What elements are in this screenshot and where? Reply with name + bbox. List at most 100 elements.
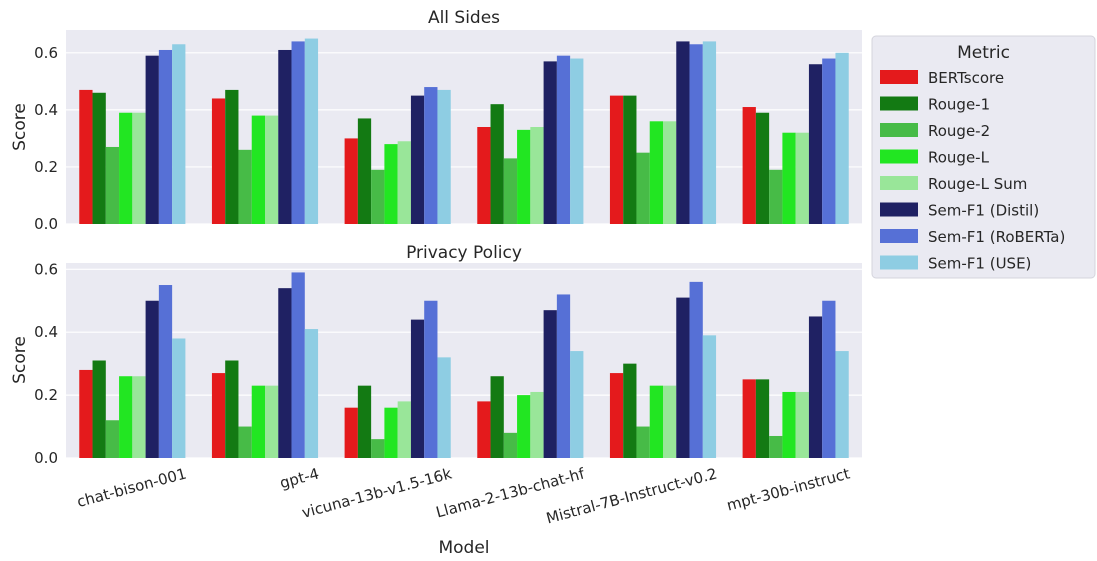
bar-rouge-1 bbox=[755, 379, 770, 458]
legend-swatch bbox=[880, 70, 918, 84]
legend-swatch bbox=[880, 255, 918, 270]
bar-rouge-2 bbox=[238, 149, 252, 224]
x-tick-label: gpt-4 bbox=[278, 464, 321, 492]
bar-rouge-l-sum bbox=[397, 401, 411, 458]
bar-sem-f1-use bbox=[304, 329, 319, 458]
chart-panel-1: 0.0 0.2 0.4 0.6 All Sides Score bbox=[10, 8, 862, 233]
bar-bertscore bbox=[79, 89, 93, 224]
y-tick-label: 0.2 bbox=[34, 386, 58, 404]
bar-rouge-l-sum bbox=[530, 127, 544, 224]
bar-sem-f1-use bbox=[437, 89, 451, 224]
y-tick-label: 0.0 bbox=[34, 215, 58, 233]
bar-rouge-l-sum bbox=[795, 132, 809, 224]
legend-swatch bbox=[880, 96, 918, 111]
x-tick-label: mpt-30b-instruct bbox=[725, 464, 852, 514]
bar-sem-f1-distil bbox=[278, 49, 292, 225]
bar-rouge-2 bbox=[636, 426, 650, 458]
y-tick-label: 0.2 bbox=[34, 158, 58, 176]
y-axis-label: Score bbox=[10, 336, 30, 384]
bar-rouge-2 bbox=[503, 432, 518, 458]
bar-sem-f1-distil bbox=[676, 297, 690, 458]
x-tick-label: chat-bison-001 bbox=[75, 464, 188, 510]
bar-rouge-l bbox=[384, 407, 398, 458]
bar-rouge-2 bbox=[238, 426, 252, 458]
bar-rouge-2 bbox=[371, 169, 385, 224]
bar-rouge-1 bbox=[225, 89, 239, 224]
bar-rouge-2 bbox=[636, 152, 650, 224]
bar-rouge-l bbox=[384, 144, 398, 224]
bar-sem-f1-roberta bbox=[556, 55, 571, 225]
bar-rouge-l-sum bbox=[265, 115, 279, 224]
bar-rouge-l bbox=[251, 385, 265, 458]
bar-sem-f1-distil bbox=[278, 288, 292, 458]
bar-rouge-l bbox=[251, 115, 265, 224]
bar-rouge-2 bbox=[371, 439, 385, 458]
bar-rouge-1 bbox=[225, 360, 239, 458]
panel-title: All Sides bbox=[428, 8, 500, 28]
legend-entry: Rouge-L bbox=[928, 149, 990, 167]
bar-bertscore bbox=[79, 369, 93, 458]
bar-sem-f1-distil bbox=[145, 300, 159, 458]
bar-rouge-l bbox=[517, 129, 531, 224]
bar-sem-f1-roberta bbox=[424, 300, 438, 458]
legend-title: Metric bbox=[957, 43, 1010, 63]
legend: Metric BERTscore Rouge-1 Rouge-2 Rouge-L Roug… bbox=[871, 35, 1096, 279]
bar-sem-f1-distil bbox=[808, 316, 823, 458]
bar-rouge-1 bbox=[92, 92, 106, 224]
y-tick-label: 0.4 bbox=[34, 323, 58, 341]
bar-rouge-l-sum bbox=[132, 376, 146, 458]
bar-rouge-1 bbox=[623, 95, 637, 224]
panel-title: Privacy Policy bbox=[406, 243, 522, 263]
x-tick-label: vicuna-13b-v1.5-16k bbox=[300, 464, 454, 521]
bar-rouge-l bbox=[782, 391, 796, 458]
bar-sem-f1-roberta bbox=[291, 41, 305, 224]
bar-rouge-2 bbox=[503, 158, 518, 224]
bar-rouge-1 bbox=[357, 118, 372, 224]
bar-sem-f1-use bbox=[304, 38, 319, 224]
y-tick-label: 0.0 bbox=[34, 449, 58, 467]
bar-rouge-2 bbox=[769, 169, 783, 224]
bar-sem-f1-distil bbox=[543, 310, 557, 458]
chart-panel-2: 0.0 0.2 0.4 0.6 Privacy Policy Score chat-biso… bbox=[10, 243, 862, 558]
bar-rouge-1 bbox=[490, 376, 504, 458]
bar-sem-f1-distil bbox=[543, 61, 557, 224]
bar-sem-f1-distil bbox=[410, 319, 425, 458]
legend-swatch bbox=[880, 123, 918, 137]
x-axis-label: Model bbox=[438, 538, 489, 557]
bar-sem-f1-distil bbox=[808, 64, 823, 224]
bar-sem-f1-use bbox=[835, 351, 849, 458]
bar-rouge-l-sum bbox=[663, 385, 677, 458]
bar-sem-f1-roberta bbox=[822, 58, 836, 224]
legend-entry: Rouge-1 bbox=[928, 96, 990, 114]
bar-sem-f1-distil bbox=[410, 95, 425, 224]
bar-rouge-1 bbox=[92, 360, 106, 458]
bar-bertscore bbox=[344, 407, 358, 458]
legend-swatch bbox=[880, 202, 918, 217]
bar-sem-f1-use bbox=[702, 335, 717, 458]
y-tick-label: 0.6 bbox=[34, 260, 58, 278]
legend-entry: BERTscore bbox=[928, 69, 1004, 87]
bar-rouge-l-sum bbox=[663, 121, 677, 224]
bar-bertscore bbox=[609, 95, 624, 224]
bar-sem-f1-roberta bbox=[158, 285, 173, 458]
bar-rouge-1 bbox=[623, 363, 637, 458]
bar-sem-f1-use bbox=[570, 351, 584, 458]
bar-sem-f1-distil bbox=[145, 55, 159, 225]
bar-bertscore bbox=[609, 373, 624, 458]
bar-sem-f1-roberta bbox=[556, 294, 571, 458]
bar-rouge-l-sum bbox=[795, 391, 809, 458]
legend-swatch bbox=[880, 229, 918, 243]
bar-rouge-l-sum bbox=[132, 112, 146, 224]
y-tick-label: 0.6 bbox=[34, 44, 58, 62]
bar-rouge-l-sum bbox=[530, 391, 544, 458]
bar-rouge-l bbox=[782, 132, 796, 224]
bar-rouge-l bbox=[649, 121, 663, 224]
bar-bertscore bbox=[344, 138, 358, 224]
bar-bertscore bbox=[477, 401, 491, 458]
plot-background bbox=[66, 30, 862, 224]
bar-sem-f1-use bbox=[172, 338, 186, 458]
bar-sem-f1-use bbox=[570, 58, 584, 224]
bar-rouge-l-sum bbox=[265, 385, 279, 458]
